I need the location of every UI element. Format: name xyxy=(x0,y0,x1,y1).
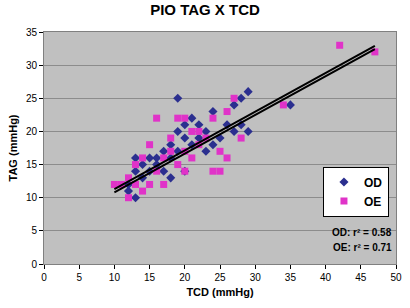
svg-text:TCD (mmHg): TCD (mmHg) xyxy=(186,286,254,298)
svg-text:5: 5 xyxy=(31,225,37,236)
svg-text:TAG (mmHg): TAG (mmHg) xyxy=(7,114,19,181)
svg-text:20: 20 xyxy=(26,126,38,137)
svg-text:30: 30 xyxy=(250,272,262,283)
svg-text:OE: OE xyxy=(364,195,381,209)
svg-text:20: 20 xyxy=(179,272,191,283)
svg-text:PIO TAG X TCD: PIO TAG X TCD xyxy=(150,1,260,18)
svg-text:45: 45 xyxy=(355,272,367,283)
svg-text:0: 0 xyxy=(31,259,37,270)
svg-text:10: 10 xyxy=(26,192,38,203)
svg-text:OE: r² = 0.71: OE: r² = 0.71 xyxy=(333,242,392,253)
svg-text:35: 35 xyxy=(26,27,38,38)
svg-text:30: 30 xyxy=(26,60,38,71)
svg-text:35: 35 xyxy=(285,272,297,283)
svg-text:40: 40 xyxy=(320,272,332,283)
svg-text:10: 10 xyxy=(109,272,121,283)
svg-text:5: 5 xyxy=(76,272,82,283)
svg-text:15: 15 xyxy=(26,159,38,170)
svg-text:50: 50 xyxy=(390,272,402,283)
svg-text:25: 25 xyxy=(26,93,38,104)
svg-text:15: 15 xyxy=(144,272,156,283)
svg-text:OD: r² = 0.58: OD: r² = 0.58 xyxy=(332,227,392,238)
svg-text:OD: OD xyxy=(364,176,382,190)
svg-text:25: 25 xyxy=(214,272,226,283)
svg-text:0: 0 xyxy=(41,272,47,283)
